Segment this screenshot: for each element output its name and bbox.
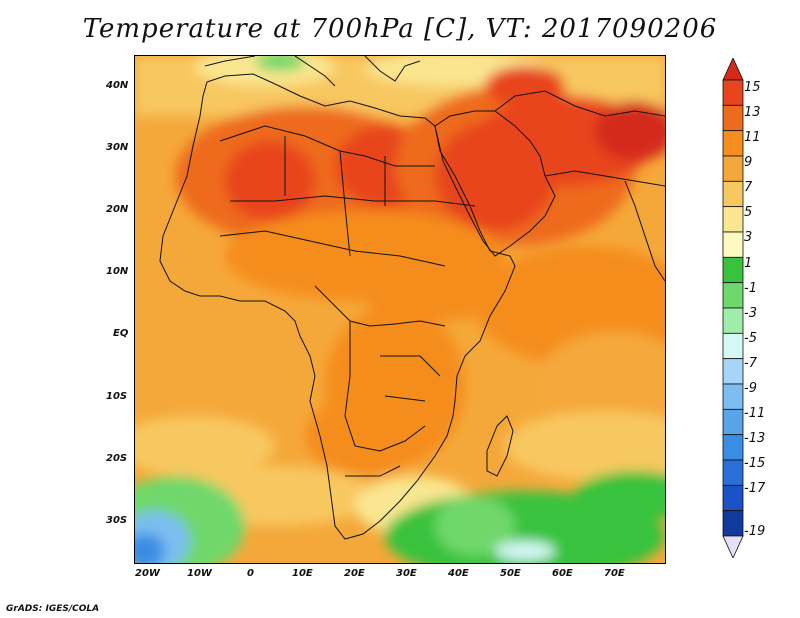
lat-label-20n: 20N: [106, 204, 129, 215]
colorbar-label: 9: [744, 155, 753, 170]
lat-label-40n: 40N: [106, 80, 129, 91]
colorbar-segment: [722, 130, 744, 157]
colorbar-label: -13: [744, 431, 766, 446]
chart-title: Temperature at 700hPa [C], VT: 201709020…: [82, 14, 718, 44]
map-canvas: [135, 56, 665, 563]
colorbar-segment: [722, 231, 744, 258]
lon-label-70e: 70E: [604, 568, 625, 579]
colorbar-label: -17: [744, 481, 766, 496]
colorbar-segment: [722, 307, 744, 334]
lon-label-10e: 10E: [292, 568, 313, 579]
lon-label-20w: 20W: [135, 568, 160, 579]
colorbar-label: 3: [744, 230, 753, 245]
colorbar-segment: [722, 155, 744, 182]
colorbar-segment: [722, 180, 744, 208]
colorbar-segment: [722, 510, 744, 537]
lon-label-30e: 30E: [396, 568, 417, 579]
lat-label-20s: 20S: [106, 453, 128, 464]
lat-label-30s: 30S: [106, 515, 128, 526]
lat-label-10s: 10S: [106, 391, 128, 402]
temperature-map: [134, 55, 666, 564]
lon-label-0: 0: [247, 568, 254, 579]
colorbar-label: -7: [744, 356, 757, 371]
lon-label-60e: 60E: [552, 568, 573, 579]
colorbar-label: 5: [744, 205, 753, 220]
colorbar-label: 15: [744, 80, 761, 95]
colorbar-segment: [722, 256, 744, 284]
lon-label-50e: 50E: [500, 568, 521, 579]
colorbar-segment: [722, 484, 744, 512]
lon-label-20e: 20E: [344, 568, 365, 579]
colorbar-label: -11: [744, 406, 766, 421]
colorbar-label: 1: [744, 256, 753, 271]
temperature-field: [135, 56, 665, 563]
colorbar-label: 13: [744, 105, 761, 120]
colorbar-segment: [722, 434, 744, 461]
colorbar-label: -1: [744, 281, 757, 296]
lon-label-40e: 40E: [448, 568, 469, 579]
colorbar-label: -3: [744, 306, 757, 321]
colorbar-bottom-arrow: [722, 535, 744, 558]
colorbar-segment: [722, 332, 744, 360]
colorbar-segment: [722, 383, 744, 410]
colorbar-segment: [722, 459, 744, 486]
colorbar-label: -5: [744, 331, 757, 346]
colorbar-label: -9: [744, 381, 757, 396]
colorbar-segment: [722, 206, 744, 233]
colorbar-label: 11: [744, 130, 761, 145]
colorbar-label: -15: [744, 456, 766, 471]
colorbar-top-arrow: [722, 58, 744, 81]
colorbar-segment: [722, 358, 744, 385]
colorbar-segment: [722, 79, 744, 106]
lat-label-10n: 10N: [106, 266, 129, 277]
colorbar-segment: [722, 408, 744, 436]
coastlines: [159, 56, 665, 540]
lon-label-10w: 10W: [187, 568, 212, 579]
colorbar-label: 7: [744, 180, 753, 195]
colorbar-label: -19: [744, 524, 766, 539]
colorbar-segment: [722, 282, 744, 309]
lat-label-30n: 30N: [106, 142, 129, 153]
colorbar: [722, 58, 744, 558]
credit-text: GrADS: IGES/COLA: [6, 604, 100, 614]
lat-label-eq: EQ: [113, 328, 129, 339]
colorbar-segment: [722, 104, 744, 132]
